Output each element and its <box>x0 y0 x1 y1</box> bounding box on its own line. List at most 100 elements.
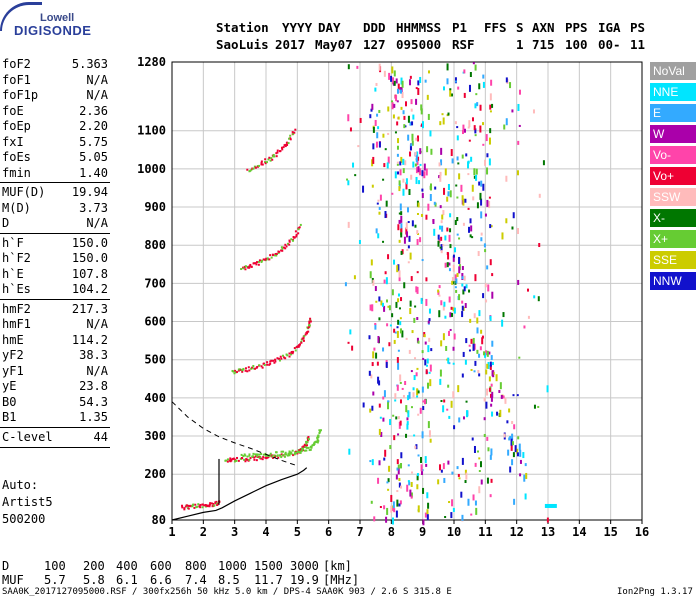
noise-mark <box>502 395 505 399</box>
noise-mark <box>484 249 487 253</box>
param-value: 5.363 <box>71 57 108 71</box>
noise-mark <box>420 213 423 217</box>
noise-mark <box>505 218 508 224</box>
noise-mark <box>421 386 424 393</box>
noise-mark <box>429 130 432 137</box>
noise-mark <box>449 213 452 218</box>
trace-point <box>253 458 256 461</box>
trace-point <box>282 354 285 357</box>
noise-mark <box>401 330 404 338</box>
noise-mark <box>501 232 504 240</box>
noise-mark <box>496 411 499 416</box>
param-value: 54.3 <box>79 394 108 409</box>
noise-mark <box>468 349 471 352</box>
noise-mark <box>447 460 450 465</box>
hdr-ddd-value: 127 <box>363 37 386 52</box>
trace-point <box>269 453 272 456</box>
x-tick-label: 16 <box>635 525 649 539</box>
autoscale-label: Auto: <box>2 478 39 492</box>
trace-point <box>289 138 292 141</box>
noise-mark <box>472 337 475 344</box>
trace-point <box>288 243 291 246</box>
param-value: 19.94 <box>71 185 108 199</box>
noise-mark <box>388 465 391 472</box>
trace-point <box>229 457 232 460</box>
trace-point <box>283 356 286 359</box>
noise-mark <box>490 79 493 86</box>
noise-mark <box>461 514 464 521</box>
noise-mark <box>456 196 459 199</box>
trace-point <box>257 260 260 263</box>
noise-mark <box>479 104 482 111</box>
noise-mark <box>354 174 357 177</box>
noise-mark <box>422 519 425 526</box>
noise-mark <box>417 166 420 173</box>
noise-mark <box>396 121 399 126</box>
noise-mark <box>484 283 487 288</box>
param-key: yF1 <box>2 363 24 378</box>
noise-mark <box>416 151 419 157</box>
noise-mark <box>482 293 485 299</box>
trace-point <box>215 500 218 503</box>
noise-mark <box>423 334 426 338</box>
noise-mark <box>471 236 474 239</box>
noise-mark <box>371 159 374 167</box>
noise-mark <box>396 265 399 273</box>
noise-mark <box>500 394 503 399</box>
noise-mark <box>378 141 381 148</box>
noise-mark <box>417 202 420 208</box>
trace-point <box>268 363 271 366</box>
noise-mark <box>480 180 483 187</box>
noise-mark <box>438 310 441 318</box>
param-separator <box>0 182 110 183</box>
noise-mark <box>402 158 405 165</box>
legend-item-vo-: Vo+ <box>650 167 696 185</box>
noise-mark <box>421 259 424 262</box>
noise-mark <box>390 505 393 513</box>
noise-mark <box>470 225 473 232</box>
trace-point <box>280 450 283 453</box>
trace-point <box>309 319 312 322</box>
param-key: foE <box>2 103 24 118</box>
param-key: yF2 <box>2 348 24 362</box>
trace-point <box>234 458 237 461</box>
param-row-b0: B0 54.3 <box>2 395 108 410</box>
param-row-hme: hmE 114.2 <box>2 333 108 348</box>
noise-mark <box>485 299 488 303</box>
noise-mark <box>509 436 512 440</box>
trace-point <box>287 142 290 145</box>
noise-mark <box>448 234 451 242</box>
noise-mark <box>378 428 381 435</box>
noise-mark <box>408 235 411 242</box>
trace-point <box>247 266 250 269</box>
trace-point <box>308 320 311 323</box>
trace-point <box>183 508 186 511</box>
noise-mark <box>461 195 464 201</box>
noise-mark <box>399 328 402 334</box>
noise-mark <box>425 463 428 467</box>
noise-mark <box>482 183 485 191</box>
noise-mark <box>491 391 494 398</box>
noise-mark <box>383 70 386 77</box>
trace-point <box>275 155 278 158</box>
noise-mark <box>523 325 526 329</box>
hdr-iga: IGA <box>598 20 621 35</box>
noise-mark <box>391 66 394 74</box>
noise-mark <box>369 114 372 119</box>
noise-mark <box>449 328 452 331</box>
noise-mark <box>511 109 514 113</box>
param-key: fmin <box>2 165 31 180</box>
noise-mark <box>371 304 374 312</box>
noise-mark <box>389 419 392 426</box>
noise-mark <box>469 218 472 224</box>
noise-mark <box>455 278 458 284</box>
noise-mark <box>398 503 401 507</box>
param-row-h-es: h`Es 104.2 <box>2 282 108 297</box>
trace-point <box>314 440 317 443</box>
noise-mark <box>403 124 406 129</box>
noise-mark <box>451 312 454 317</box>
trace-point <box>253 456 256 459</box>
noise-mark <box>370 500 373 504</box>
trace-point <box>270 157 273 160</box>
noise-mark <box>518 356 521 359</box>
